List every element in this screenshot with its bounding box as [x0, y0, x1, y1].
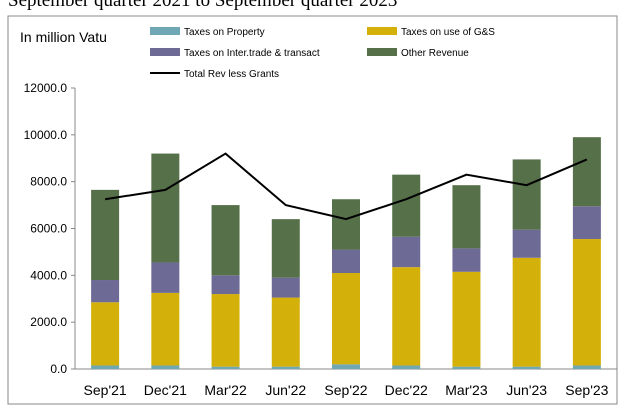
bar-segment [271, 219, 300, 278]
legend-label: Taxes on Inter.trade & transact [184, 48, 320, 59]
legend-swatch [367, 27, 397, 35]
legend-label: Taxes on use of G&S [401, 27, 495, 38]
bar-segment [512, 366, 541, 369]
bar-segment [332, 199, 360, 250]
bar-segment [392, 174, 421, 237]
bar-segment [151, 292, 180, 366]
bar-segment [271, 297, 300, 367]
bar-segment [572, 365, 601, 369]
bar-segment [211, 366, 240, 369]
bar-segment [151, 262, 180, 293]
bar-segment [452, 185, 481, 249]
chart-title: September quarter 2021 to September quar… [8, 0, 397, 11]
legend-label: Taxes on Property [184, 27, 265, 38]
legend-label: Total Rev less Grants [184, 69, 279, 80]
bar-segment [211, 275, 240, 295]
x-tick-label: Dec'21 [144, 382, 187, 398]
legend-label: Other Revenue [401, 48, 469, 59]
x-tick-label: Sep'21 [84, 382, 127, 398]
bar-segment [151, 153, 180, 263]
bar-segment [91, 302, 120, 366]
bar-segment [91, 280, 120, 303]
legend-swatch [150, 48, 180, 56]
y-axis-label: In million Vatu [20, 29, 107, 45]
x-tick-label: Jun'22 [265, 382, 306, 398]
bar-segment [332, 249, 360, 273]
bar-segment [332, 364, 360, 369]
bar-segment [91, 189, 120, 281]
bar-segment [271, 366, 300, 369]
legend-swatch [150, 27, 180, 35]
x-tick-label: Mar'22 [204, 382, 247, 398]
bar-segment [332, 272, 360, 365]
y-tick-label: 0.0 [50, 362, 67, 376]
bar-segment [512, 257, 541, 367]
bar-segment [211, 294, 240, 367]
y-tick-label: 6000.0 [30, 222, 67, 236]
bar-segment [91, 365, 120, 369]
x-tick-label: Jun'23 [506, 382, 547, 398]
bar-segment [512, 159, 541, 230]
bar-segment [211, 205, 240, 276]
chart-frame [7, 15, 618, 405]
y-tick-label: 10000.0 [24, 128, 68, 142]
y-tick-label: 12000.0 [24, 81, 68, 95]
bar-segment [392, 365, 421, 369]
x-tick-label: Sep'22 [324, 382, 367, 398]
bar-segment [392, 267, 421, 366]
bar-segment [572, 239, 601, 366]
legend-swatch [367, 48, 397, 56]
y-tick-label: 8000.0 [30, 175, 67, 189]
x-tick-label: Dec'22 [385, 382, 428, 398]
y-tick-label: 4000.0 [30, 268, 67, 282]
bar-segment [572, 206, 601, 240]
x-tick-label: Sep'23 [565, 382, 608, 398]
bar-segment [512, 229, 541, 258]
bar-segment [151, 365, 180, 369]
x-tick-label: Mar'23 [445, 382, 488, 398]
bar-segment [572, 137, 601, 207]
y-tick-label: 2000.0 [30, 315, 67, 329]
bar-segment [271, 277, 300, 298]
bar-segment [452, 248, 481, 272]
line-series [104, 152, 588, 221]
bar-segment [452, 366, 481, 369]
bar-segment [392, 236, 421, 268]
bar-segment [452, 271, 481, 367]
